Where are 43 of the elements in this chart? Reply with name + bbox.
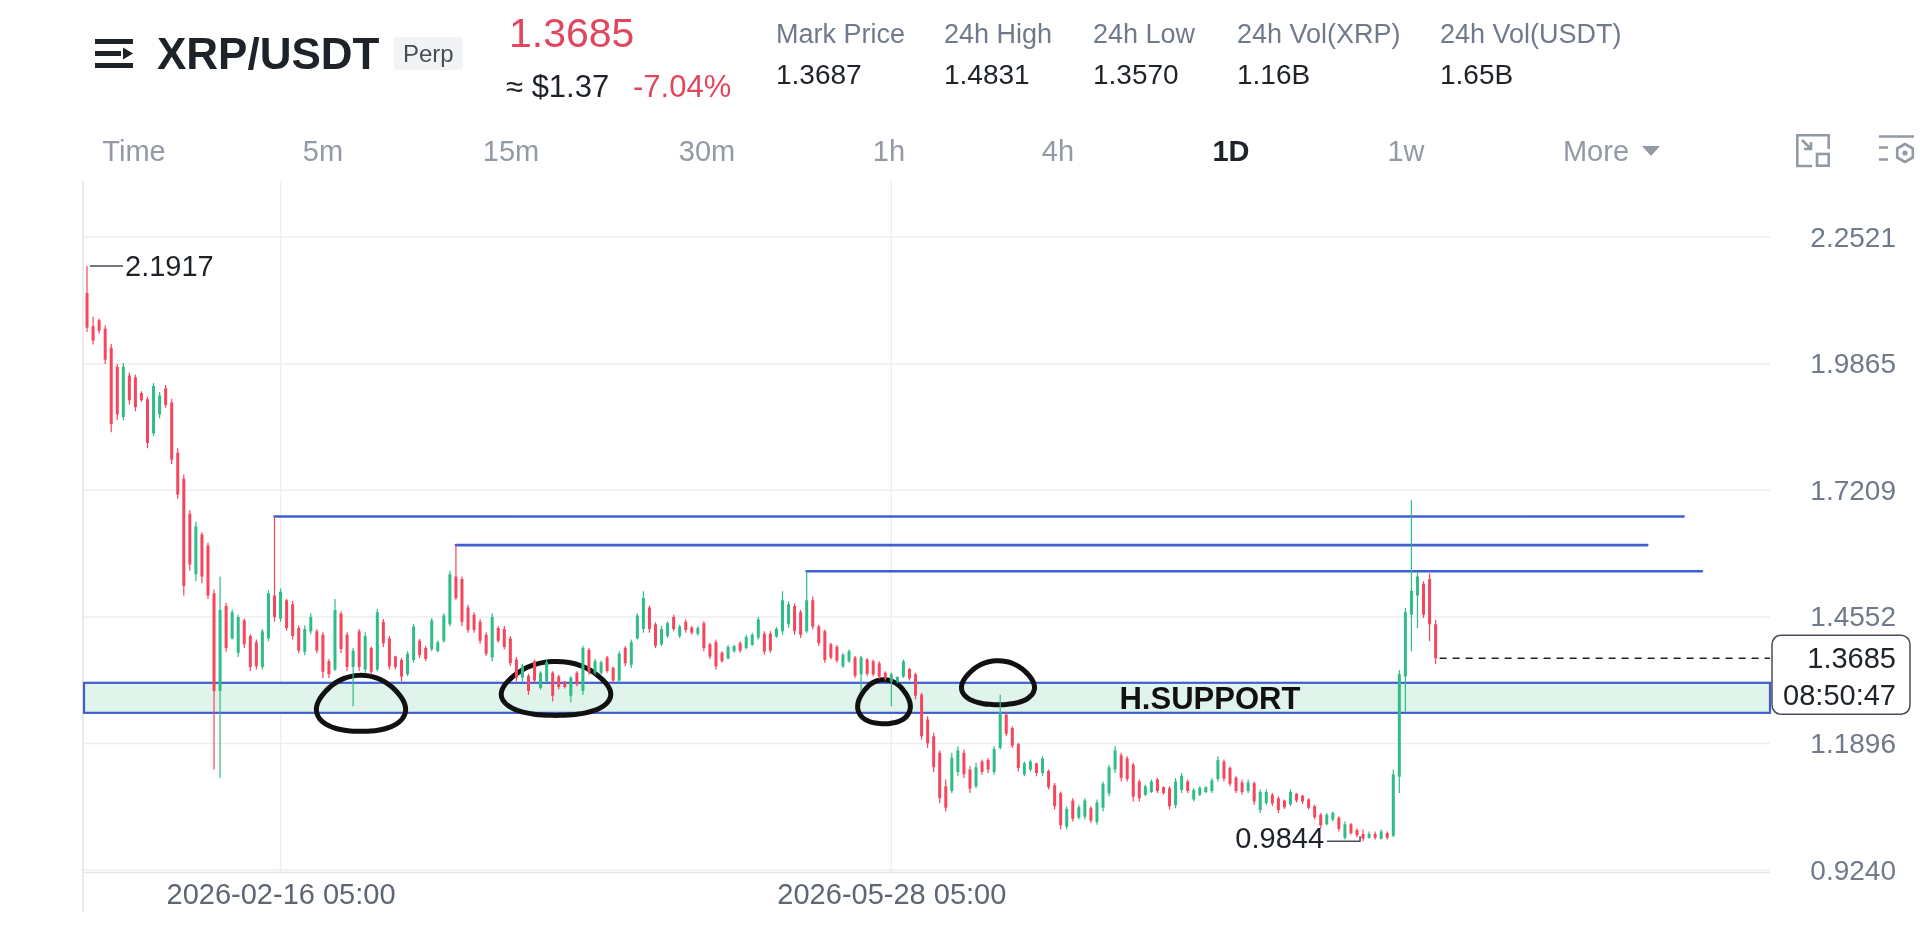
candlestick xyxy=(85,265,89,333)
y-tick-label: 2.2521 xyxy=(1810,221,1896,253)
text: 1h xyxy=(872,135,906,168)
text: 4h xyxy=(1041,135,1075,168)
candlestick xyxy=(454,545,458,600)
text: 1.3685 xyxy=(509,9,635,56)
candlestick xyxy=(1361,829,1365,842)
y-tick-label: 1.9865 xyxy=(1810,348,1896,380)
text: 1D xyxy=(1212,135,1250,168)
candlestick xyxy=(212,589,216,770)
candlestick xyxy=(218,576,222,779)
text: 15m xyxy=(482,135,540,168)
text: 24h High xyxy=(944,18,1053,49)
annotation: 2.1917 xyxy=(125,250,214,283)
text: 1.3570 xyxy=(1093,59,1179,91)
x-tick-label: 2026-05-28 05:00 xyxy=(777,878,1007,911)
y-tick-label: 0.9240 xyxy=(1810,854,1896,886)
text: More xyxy=(1562,135,1630,168)
annotation: 0.9844 xyxy=(1235,821,1325,854)
text: 1w xyxy=(1387,135,1426,168)
text: 24h Vol(XRP) xyxy=(1237,18,1401,49)
text: 1.4831 xyxy=(944,59,1030,91)
text: 1.3687 xyxy=(776,59,862,91)
y-tick-label: 1.4552 xyxy=(1810,601,1896,633)
ref-line-label: 1.3685 xyxy=(1807,642,1896,675)
text: Time xyxy=(102,135,166,168)
y-tick-label: 1.1896 xyxy=(1810,727,1896,759)
text: 30m xyxy=(678,135,736,168)
text: 24h Vol(USDT) xyxy=(1440,18,1622,49)
text: 1.65B xyxy=(1440,59,1514,91)
chart-subtitle: Perp xyxy=(403,40,454,68)
text: -7.04% xyxy=(633,69,732,105)
text: 1.16B xyxy=(1237,59,1311,91)
y-tick-label: 1.7209 xyxy=(1810,474,1896,506)
text: Mark Price xyxy=(776,18,906,49)
text: 08:50:47 xyxy=(1783,679,1896,712)
candlestick xyxy=(91,316,95,345)
text: ≈ $1.37 xyxy=(506,69,610,105)
text: 5m xyxy=(302,135,344,168)
chart-title: XRP/USDT xyxy=(157,28,380,78)
band-label: H.SUPPORT xyxy=(1119,680,1301,716)
text: 24h Low xyxy=(1093,18,1196,49)
x-tick-label: 2026-02-16 05:00 xyxy=(166,878,396,911)
